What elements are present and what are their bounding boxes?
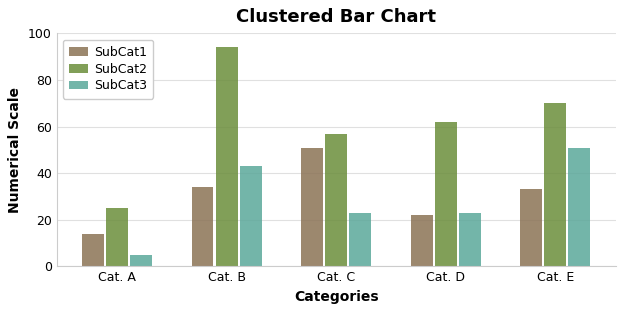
Legend: SubCat1, SubCat2, SubCat3: SubCat1, SubCat2, SubCat3 bbox=[63, 40, 154, 99]
Bar bbox=[216, 47, 238, 266]
Bar bbox=[192, 187, 213, 266]
Bar bbox=[301, 148, 323, 266]
Bar bbox=[411, 215, 432, 266]
Title: Clustered Bar Chart: Clustered Bar Chart bbox=[236, 8, 436, 26]
Bar bbox=[520, 189, 542, 266]
Bar bbox=[568, 148, 590, 266]
X-axis label: Categories: Categories bbox=[294, 290, 379, 304]
Bar bbox=[325, 134, 347, 266]
Bar bbox=[435, 122, 457, 266]
Bar bbox=[130, 255, 152, 266]
Bar bbox=[349, 213, 371, 266]
Y-axis label: Numerical Scale: Numerical Scale bbox=[8, 87, 22, 213]
Bar bbox=[106, 208, 128, 266]
Bar bbox=[544, 103, 566, 266]
Bar bbox=[240, 166, 261, 266]
Bar bbox=[459, 213, 480, 266]
Bar bbox=[82, 234, 104, 266]
